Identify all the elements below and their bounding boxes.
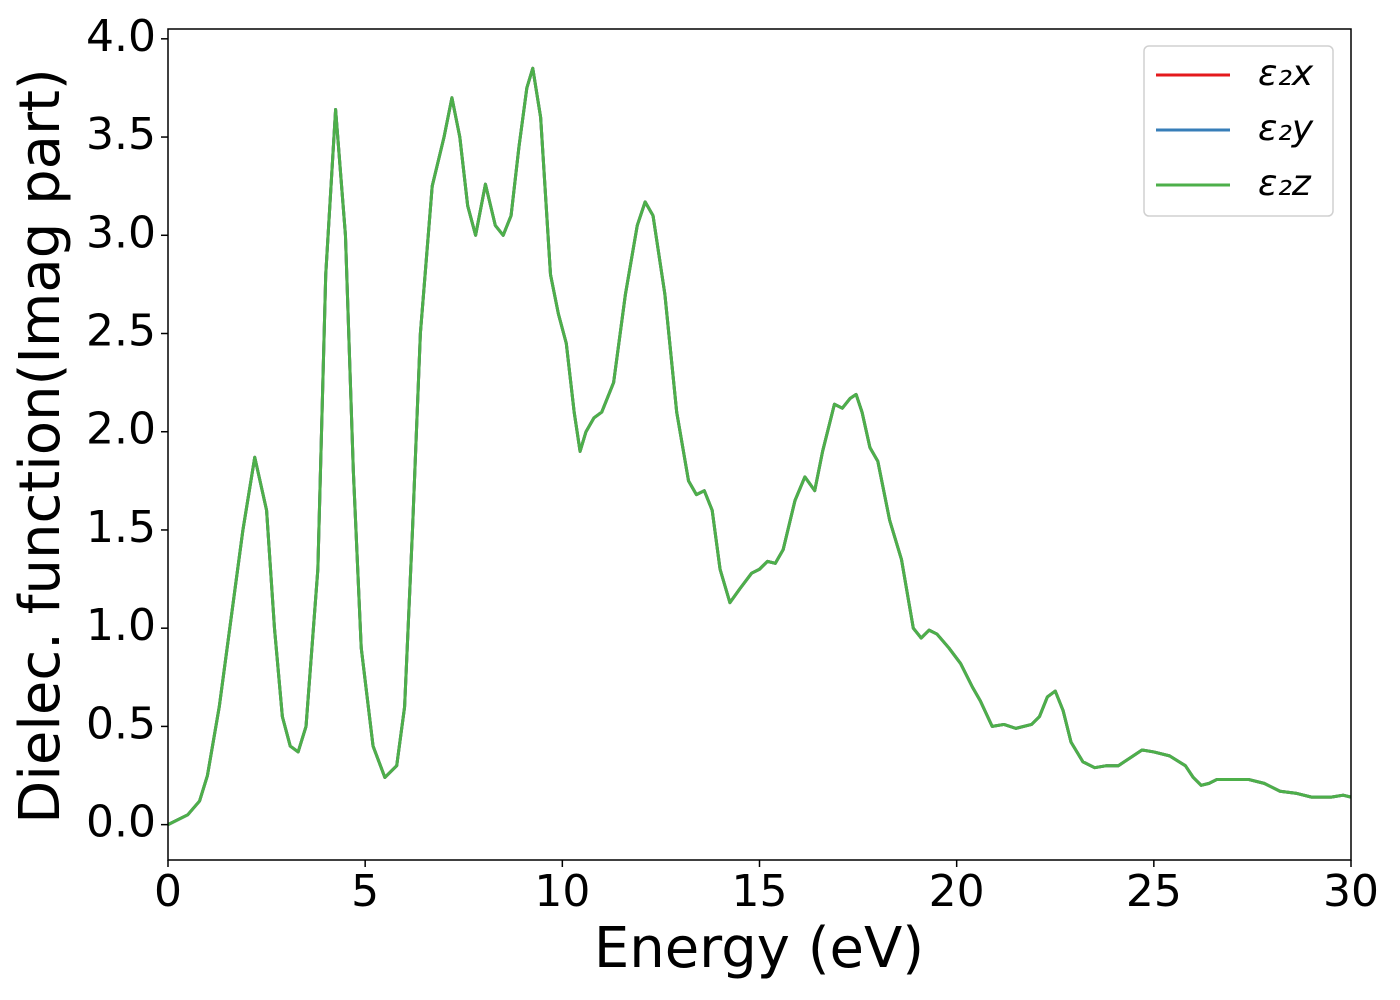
x-tick-label: 30 xyxy=(1323,866,1379,917)
x-tick-label: 20 xyxy=(929,866,985,917)
legend-label: ε₂y xyxy=(1258,108,1314,149)
x-tick-label: 10 xyxy=(534,866,590,917)
legend-label: ε₂z xyxy=(1258,163,1312,204)
data-line xyxy=(167,66,1352,826)
y-tick-label: 1.0 xyxy=(86,600,156,651)
plot-frame xyxy=(167,28,1352,861)
y-tick-label: 2.0 xyxy=(86,404,156,455)
y-tick-label: 3.0 xyxy=(86,207,156,258)
x-tick-label: 5 xyxy=(351,866,379,917)
y-axis-label: Dielec. function(Imag part) xyxy=(8,68,73,824)
x-tick-label: 0 xyxy=(154,866,182,917)
x-tick-label: 15 xyxy=(732,866,788,917)
x-tick-label: 25 xyxy=(1126,866,1182,917)
y-tick-label: 3.5 xyxy=(86,109,156,160)
legend-box xyxy=(1143,45,1334,217)
y-tick-label: 2.5 xyxy=(86,306,156,357)
legend-label: ε₂x xyxy=(1258,53,1314,94)
y-tick-label: 1.5 xyxy=(86,502,156,553)
y-tick-label: 0.5 xyxy=(86,698,156,749)
y-tick-label: 4.0 xyxy=(86,11,156,62)
y-tick-label: 0.0 xyxy=(86,797,156,848)
x-axis-label: Energy (eV) xyxy=(594,916,924,981)
